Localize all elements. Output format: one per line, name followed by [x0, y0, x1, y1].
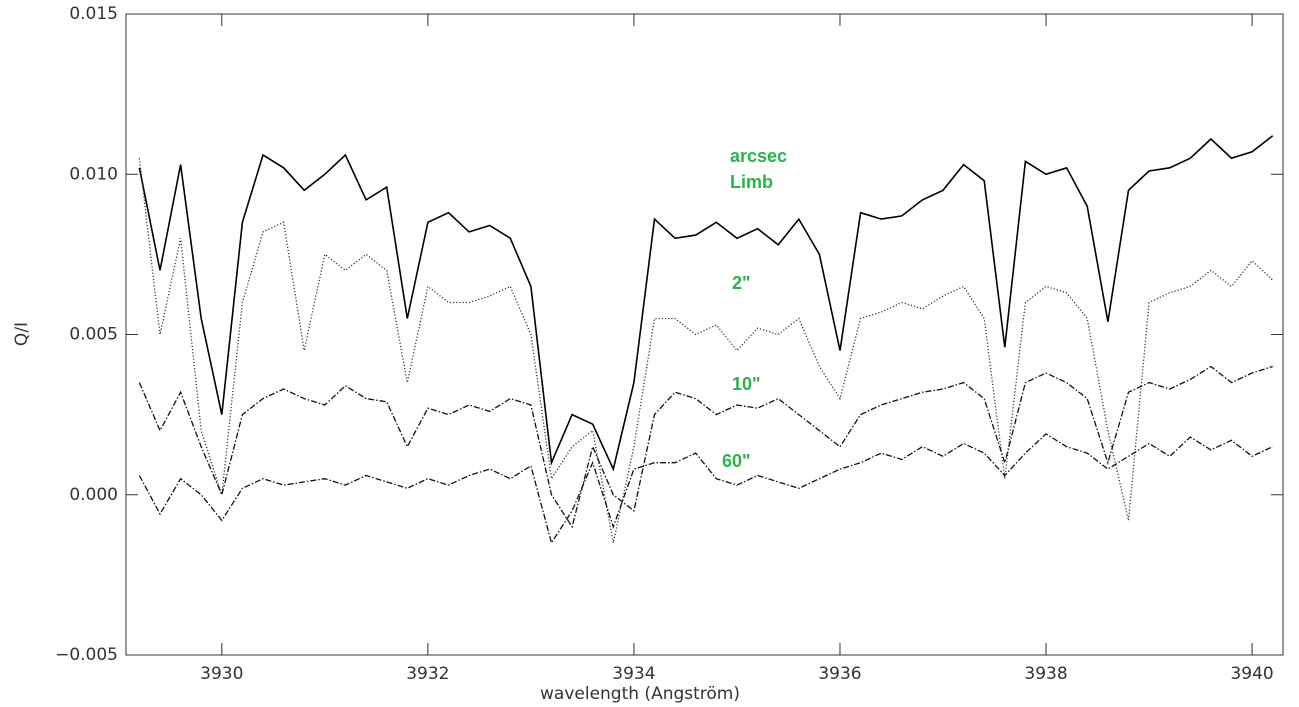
x-tick-label: 3940 — [1230, 664, 1273, 684]
y-tick-label: −0.005 — [55, 645, 118, 665]
y-axis-label: Q/I — [12, 322, 32, 346]
y-tick-label: 0.010 — [69, 164, 118, 184]
series-label: 60" — [722, 451, 751, 471]
x-tick-label: 3938 — [1024, 664, 1067, 684]
series-line — [138, 433, 1273, 545]
series-label: 2" — [732, 273, 751, 293]
series-label: Limb — [730, 172, 773, 192]
series-label: 10" — [732, 374, 761, 394]
y-tick-label: 0.005 — [69, 325, 118, 345]
x-tick-label: 3936 — [818, 664, 861, 684]
x-axis-label: wavelength (Angström) — [540, 684, 740, 704]
plot-frame — [125, 13, 1284, 656]
series-line — [138, 158, 1274, 543]
y-tick-label: 0.000 — [69, 485, 118, 505]
x-tick-label: 3934 — [612, 664, 655, 684]
y-tick-label: 0.015 — [69, 4, 118, 24]
series-line — [138, 365, 1273, 529]
annotation: arcsec — [730, 146, 787, 166]
series-line — [138, 135, 1274, 472]
x-tick-label: 3930 — [200, 664, 243, 684]
x-tick-label: 3932 — [406, 664, 449, 684]
